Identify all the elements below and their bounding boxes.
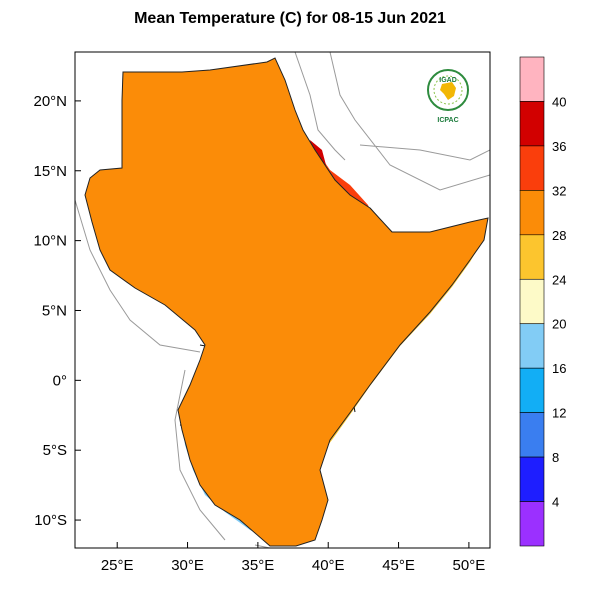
colorbar-label: 24 bbox=[552, 272, 566, 287]
x-axis: 25°E 30°E 35°E 40°E 45°E 50°E bbox=[101, 542, 485, 574]
colorbar-label: 20 bbox=[552, 317, 566, 332]
chart-title: Mean Temperature (C) for 08-15 Jun 2021 bbox=[134, 10, 446, 27]
x-tick-label: 50°E bbox=[453, 557, 486, 574]
colorbar-bin bbox=[519, 456, 545, 502]
plot-frame bbox=[74, 51, 491, 549]
colorbar-label: 40 bbox=[552, 94, 566, 109]
colorbar-bin bbox=[519, 145, 545, 191]
icpac-logo: IGAD ICPAC bbox=[427, 69, 469, 124]
x-tick-label: 35°E bbox=[242, 557, 275, 574]
logo-top-text: IGAD bbox=[439, 77, 457, 84]
x-tick-label: 30°E bbox=[171, 557, 204, 574]
colorbar-bin bbox=[519, 190, 545, 236]
logo-bottom-text: ICPAC bbox=[437, 117, 458, 124]
colorbar-label: 36 bbox=[552, 139, 566, 154]
y-tick-label: 20°N bbox=[33, 93, 67, 110]
colorbar-bin bbox=[519, 501, 545, 547]
y-axis: 20°N 15°N 10°N 5°N 0° 5°S 10°S bbox=[33, 93, 81, 529]
y-tick-label: 10°S bbox=[34, 512, 67, 529]
colorbar-bin bbox=[519, 412, 545, 458]
colorbar-bin bbox=[519, 367, 545, 413]
colorbar-label: 16 bbox=[552, 361, 566, 376]
y-tick-label: 15°N bbox=[33, 163, 67, 180]
colorbar-label: 4 bbox=[552, 495, 559, 510]
colorbar-bin bbox=[519, 101, 545, 147]
x-tick-label: 45°E bbox=[382, 557, 415, 574]
colorbar-bin bbox=[519, 56, 545, 102]
x-tick-label: 40°E bbox=[312, 557, 345, 574]
colorbar-label: 32 bbox=[552, 183, 566, 198]
colorbar-label: 12 bbox=[552, 406, 566, 421]
y-tick-label: 0° bbox=[53, 372, 67, 389]
colorbar-bin bbox=[519, 323, 545, 369]
neighbour-coastline bbox=[75, 52, 490, 548]
colorbar-label: 8 bbox=[552, 450, 559, 465]
y-tick-label: 10°N bbox=[33, 233, 67, 250]
colorbar-bin bbox=[519, 278, 545, 325]
y-tick-label: 5°S bbox=[43, 442, 67, 459]
x-tick-label: 25°E bbox=[101, 557, 134, 574]
colorbar-label: 28 bbox=[552, 228, 566, 243]
colorbar: 4 8 12 16 20 24 28 32 36 40 bbox=[519, 56, 566, 547]
y-tick-label: 5°N bbox=[42, 302, 67, 319]
colorbar-bin bbox=[519, 234, 545, 280]
region-red-sea-hot bbox=[310, 140, 326, 165]
